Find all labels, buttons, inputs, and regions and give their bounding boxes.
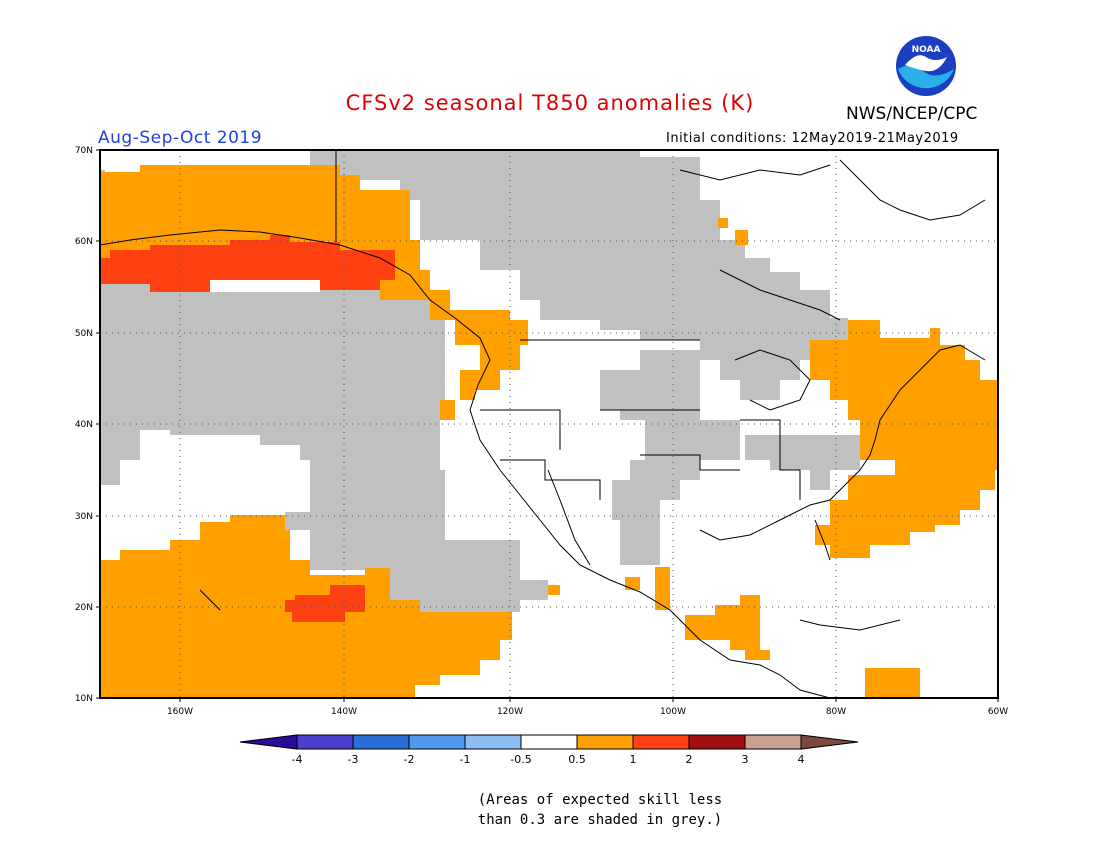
logo-text: NOAA (912, 45, 941, 55)
lon-label: 60W (988, 707, 1008, 717)
colorbar-label: 3 (742, 753, 749, 766)
colorbar-swatch (688, 734, 746, 750)
agency-label: NWS/NCEP/CPC (846, 104, 978, 124)
colorbar-label: -4 (292, 753, 303, 766)
colorbar-label: 0.5 (568, 753, 586, 766)
lat-label: 50N (75, 329, 93, 339)
colorbar-swatch (408, 734, 466, 750)
chart-title: CFSv2 seasonal T850 anomalies (K) (345, 91, 755, 115)
colorbar-label: -2 (404, 753, 415, 766)
lon-label: 120W (497, 707, 523, 717)
colorbar (239, 734, 859, 750)
colorbar-label: 1 (630, 753, 637, 766)
season-label: Aug-Sep-Oct 2019 (98, 128, 263, 148)
colorbar-swatch (296, 734, 354, 750)
lat-label: 70N (75, 146, 93, 156)
colorbar-swatch (576, 734, 634, 750)
colorbar-label: -3 (348, 753, 359, 766)
lat-label: 30N (75, 512, 93, 522)
graticule (100, 150, 998, 698)
lon-label: 160W (167, 707, 193, 717)
skill-note-line2: than 0.3 are shaded in grey.) (477, 812, 723, 828)
colorbar-label: -1 (460, 753, 471, 766)
lat-label: 20N (75, 603, 93, 613)
lat-label: 10N (75, 694, 93, 704)
colorbar-swatch (352, 734, 410, 750)
colorbar-label: -0.5 (510, 753, 531, 766)
colorbar-low-arrow (239, 734, 298, 750)
skill-note-line1: (Areas of expected skill less (477, 792, 723, 808)
initial-conditions-label: Initial conditions: 12May2019-21May2019 (666, 131, 959, 146)
noaa-logo: NOAA (896, 36, 956, 96)
lon-label: 140W (331, 707, 357, 717)
low-skill-grey-areas (100, 150, 895, 612)
lat-label: 60N (75, 237, 93, 247)
strong-warm-anomaly-red-areas (100, 235, 395, 622)
colorbar-label: 2 (686, 753, 693, 766)
lon-label: 80W (826, 707, 846, 717)
lon-label: 100W (660, 707, 686, 717)
lat-label: 40N (75, 420, 93, 430)
colorbar-swatch (744, 734, 802, 750)
colorbar-swatch (520, 734, 578, 750)
colorbar-label: 4 (798, 753, 805, 766)
colorbar-swatch (632, 734, 690, 750)
colorbar-swatch (464, 734, 522, 750)
colorbar-high-arrow (800, 734, 859, 750)
coastlines (99, 150, 986, 699)
